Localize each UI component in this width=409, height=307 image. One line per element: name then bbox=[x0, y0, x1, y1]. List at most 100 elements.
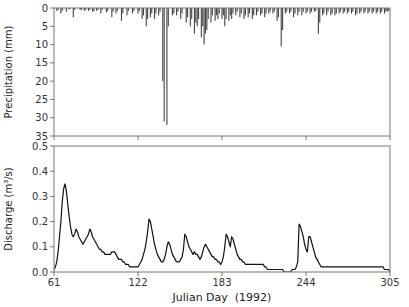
x-tick bbox=[222, 272, 223, 276]
bar bbox=[241, 8, 242, 13]
bar bbox=[206, 8, 207, 30]
bar bbox=[132, 8, 133, 13]
y-tick-label: 15 bbox=[35, 57, 48, 68]
bar bbox=[270, 8, 271, 12]
bar bbox=[266, 8, 267, 13]
bar bbox=[212, 8, 213, 15]
bar bbox=[177, 8, 178, 12]
bar bbox=[299, 8, 300, 12]
bar bbox=[202, 8, 203, 26]
y-tick-label: 20 bbox=[35, 76, 48, 87]
bar bbox=[239, 8, 240, 17]
bar bbox=[253, 8, 254, 15]
bar bbox=[126, 8, 127, 15]
x-tick-label: 122 bbox=[128, 277, 147, 288]
y-tick-label: 0.4 bbox=[32, 166, 48, 177]
x-tick bbox=[390, 272, 391, 276]
bar bbox=[205, 8, 206, 34]
y-axis-label: Precipitation (mm) bbox=[3, 25, 14, 118]
y-tick bbox=[50, 221, 54, 222]
y-tick bbox=[50, 44, 54, 45]
bar bbox=[293, 8, 294, 17]
bar bbox=[155, 8, 156, 13]
marks bbox=[54, 184, 390, 272]
bar bbox=[347, 8, 348, 13]
bar bbox=[66, 8, 67, 12]
bar bbox=[340, 8, 341, 12]
y-tick-label: 25 bbox=[35, 94, 48, 105]
bar bbox=[237, 8, 238, 12]
bar bbox=[264, 8, 265, 17]
y-tick bbox=[50, 62, 54, 63]
y-tick bbox=[50, 8, 54, 9]
bar bbox=[223, 8, 224, 15]
bar bbox=[294, 8, 295, 13]
x-tick-label: 61 bbox=[48, 277, 61, 288]
bar bbox=[274, 8, 275, 12]
bar bbox=[257, 8, 258, 12]
y-tick-label: 0.5 bbox=[32, 141, 48, 152]
y-tick-label: 30 bbox=[35, 112, 48, 123]
bar bbox=[173, 8, 174, 13]
bar bbox=[137, 8, 138, 13]
x-tick-label: 183 bbox=[212, 277, 231, 288]
chart: 05101520253035Precipitation (mm)61122183… bbox=[0, 0, 409, 307]
bar bbox=[158, 8, 159, 15]
bar bbox=[249, 8, 250, 13]
bar bbox=[195, 8, 196, 23]
bar bbox=[245, 8, 246, 15]
bar bbox=[355, 8, 356, 15]
bar bbox=[323, 8, 324, 13]
bar bbox=[351, 8, 352, 13]
bar bbox=[348, 8, 349, 12]
bar bbox=[221, 8, 222, 19]
bar bbox=[180, 8, 181, 19]
y-tick-label: 10 bbox=[35, 39, 48, 50]
bar bbox=[385, 8, 386, 12]
bar bbox=[106, 8, 107, 12]
bar bbox=[384, 8, 385, 13]
bar bbox=[162, 8, 163, 81]
bar bbox=[356, 8, 357, 13]
bar bbox=[387, 8, 388, 12]
bar bbox=[327, 8, 328, 12]
bar bbox=[352, 8, 353, 12]
bar bbox=[372, 8, 373, 13]
bar bbox=[154, 8, 155, 19]
x-tick bbox=[306, 136, 307, 140]
y-tick bbox=[50, 81, 54, 82]
bar bbox=[194, 8, 195, 34]
x-tick bbox=[390, 136, 391, 140]
y-axis-label: Discharge (m³/s) bbox=[3, 167, 14, 250]
bar bbox=[338, 8, 339, 13]
bar bbox=[228, 8, 229, 21]
bar bbox=[290, 8, 291, 12]
x-tick bbox=[138, 136, 139, 140]
bar bbox=[204, 8, 205, 45]
bar bbox=[197, 8, 198, 26]
bar bbox=[326, 8, 327, 15]
bar bbox=[115, 8, 116, 13]
frame bbox=[54, 8, 390, 136]
y-tick-label: 0 bbox=[42, 3, 48, 14]
bar bbox=[289, 8, 290, 13]
bar bbox=[150, 8, 151, 17]
bar bbox=[100, 8, 101, 13]
y-tick-label: 0.3 bbox=[32, 191, 48, 202]
y-tick bbox=[50, 196, 54, 197]
panel: 611221832443050.00.10.20.30.40.5Discharg… bbox=[3, 141, 400, 305]
bar bbox=[208, 8, 209, 19]
y-tick-label: 0.2 bbox=[32, 216, 48, 227]
marks bbox=[56, 8, 389, 125]
bar bbox=[146, 8, 147, 26]
bar bbox=[121, 8, 122, 21]
bar bbox=[92, 8, 93, 12]
bar bbox=[230, 8, 231, 15]
bar bbox=[261, 8, 262, 13]
bar bbox=[235, 8, 236, 15]
bar bbox=[219, 8, 220, 13]
bar bbox=[142, 8, 143, 19]
bar bbox=[147, 8, 148, 19]
bar bbox=[380, 8, 381, 13]
bar bbox=[215, 8, 216, 21]
